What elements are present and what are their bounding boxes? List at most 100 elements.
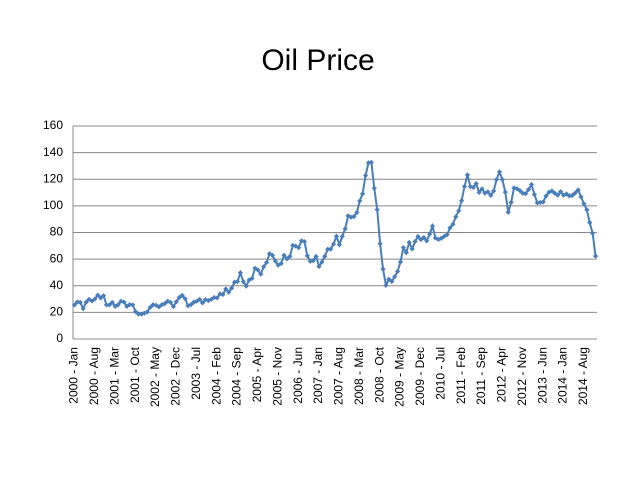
marker (261, 264, 267, 270)
marker (374, 207, 380, 213)
marker (330, 241, 337, 247)
marker (229, 285, 235, 291)
marker (322, 253, 328, 259)
marker (493, 177, 500, 183)
marker (316, 263, 322, 270)
y-tick-label: 140 (43, 145, 63, 159)
x-tick-label: 2011 - Sep (474, 347, 488, 405)
marker (482, 190, 488, 196)
marker (197, 296, 203, 302)
marker (153, 302, 159, 308)
marker (496, 169, 503, 175)
x-tick-label: 2008 - Mar (352, 347, 366, 405)
marker (310, 257, 316, 264)
marker (362, 172, 369, 179)
marker (272, 258, 278, 264)
marker (112, 303, 118, 309)
x-tick-label: 2012 - Nov (515, 347, 529, 406)
marker (488, 192, 494, 198)
marker (429, 223, 436, 229)
marker (103, 302, 110, 308)
marker (296, 245, 302, 251)
marker (403, 250, 409, 256)
x-tick-label: 2009 - May (393, 347, 407, 407)
marker (351, 213, 357, 220)
marker (409, 246, 415, 252)
marker (333, 233, 340, 239)
marker (100, 293, 107, 299)
marker (86, 296, 92, 302)
marker (479, 186, 485, 192)
marker (89, 298, 95, 304)
marker (231, 279, 238, 285)
marker (453, 214, 459, 220)
x-tick-label: 2012 - Apr (495, 347, 509, 402)
marker (485, 189, 491, 195)
marker (552, 190, 558, 196)
marker (502, 189, 508, 195)
marker (590, 230, 596, 236)
marker (360, 191, 366, 197)
marker (182, 296, 188, 302)
marker (371, 185, 377, 191)
x-tick-label: 2008 - Oct (372, 346, 386, 403)
x-tick-label: 2003 - Jul (189, 347, 203, 400)
marker (179, 292, 185, 298)
marker (243, 283, 249, 289)
marker (357, 198, 363, 204)
marker (461, 183, 468, 190)
marker (569, 192, 575, 199)
marker (584, 207, 590, 213)
marker (587, 220, 593, 226)
marker (421, 234, 427, 241)
marker (281, 252, 287, 258)
marker (319, 259, 325, 265)
marker (170, 304, 177, 310)
x-tick-label: 2014 - Jan (556, 347, 570, 404)
marker (406, 239, 412, 246)
marker (491, 188, 497, 194)
x-tick-label: 2014 - Aug (576, 347, 590, 405)
marker (115, 302, 121, 308)
marker (325, 246, 331, 252)
marker (450, 221, 456, 227)
marker (217, 291, 223, 297)
marker (71, 302, 78, 308)
marker (418, 236, 424, 243)
marker (92, 296, 98, 302)
x-tick-label: 2002 - Dec (169, 347, 183, 406)
marker (162, 300, 168, 307)
marker (380, 266, 386, 272)
y-tick-label: 20 (50, 305, 64, 319)
marker (284, 256, 290, 262)
marker (249, 275, 255, 282)
marker (176, 294, 182, 301)
marker (301, 238, 308, 245)
marker (74, 299, 80, 305)
x-tick-label: 2010 - Jul (433, 347, 447, 400)
marker (278, 260, 284, 267)
marker (566, 193, 572, 199)
marker (531, 191, 538, 198)
marker (459, 197, 465, 204)
marker (464, 172, 471, 178)
marker (234, 278, 241, 285)
marker (269, 252, 276, 258)
marker (511, 185, 517, 191)
y-tick-label: 160 (43, 118, 63, 132)
marker (167, 299, 174, 305)
marker (444, 232, 450, 238)
marker (592, 253, 599, 259)
marker (237, 270, 243, 276)
marker (394, 268, 401, 274)
marker (138, 311, 145, 317)
marker (441, 233, 447, 239)
marker (223, 286, 229, 292)
marker (80, 306, 86, 312)
marker (412, 238, 418, 245)
marker (578, 194, 584, 200)
marker (226, 289, 232, 295)
x-tick-label: 2002 - May (148, 347, 162, 407)
marker (456, 208, 462, 214)
marker (342, 226, 348, 232)
